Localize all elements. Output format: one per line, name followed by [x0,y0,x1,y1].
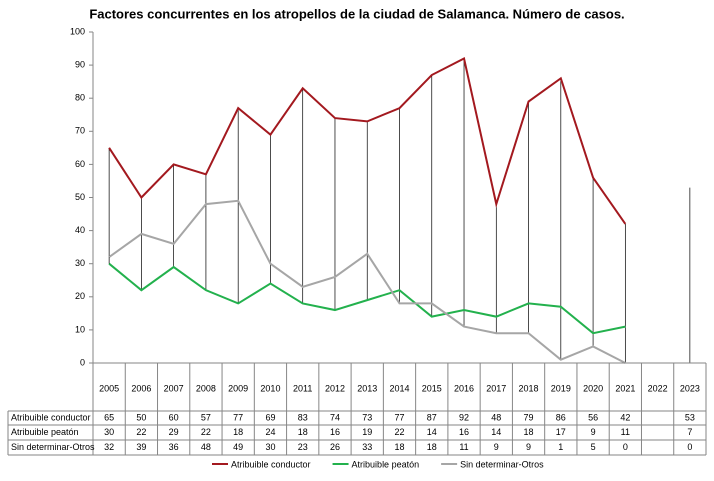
x-tick-label: 2017 [486,383,506,393]
legend-label: Atribuible conductor [231,459,311,469]
y-tick-label: 90 [75,59,85,69]
y-tick-label: 50 [75,192,85,202]
table-value: 73 [362,412,372,422]
table-value: 49 [233,442,243,452]
table-value: 9 [494,442,499,452]
table-value: 17 [556,427,566,437]
table-value: 18 [394,442,404,452]
table-value: 18 [298,427,308,437]
table-value: 33 [362,442,372,452]
table-value: 26 [330,442,340,452]
table-value: 14 [427,427,437,437]
table-value: 18 [233,427,243,437]
x-tick-label: 2022 [648,383,668,393]
table-value: 1 [558,442,563,452]
legend-label: Sin determinar-Otros [460,459,544,469]
x-tick-label: 2008 [196,383,216,393]
table-value: 69 [265,412,275,422]
table-value: 92 [459,412,469,422]
table-value: 48 [201,442,211,452]
y-tick-label: 40 [75,225,85,235]
table-value: 53 [685,412,695,422]
table-value: 7 [687,427,692,437]
table-value: 36 [169,442,179,452]
table-value: 11 [459,442,468,452]
x-tick-label: 2009 [228,383,248,393]
table-value: 50 [136,412,146,422]
table-value: 18 [524,427,534,437]
table-value: 87 [427,412,437,422]
x-tick-label: 2015 [422,383,442,393]
x-tick-label: 2005 [99,383,119,393]
y-tick-label: 80 [75,93,85,103]
table-value: 9 [591,427,596,437]
table-value: 19 [362,427,372,437]
table-value: 16 [459,427,469,437]
table-value: 29 [169,427,179,437]
table-value: 30 [104,427,114,437]
table-value: 9 [526,442,531,452]
table-value: 57 [201,412,211,422]
chart-title: Factores concurrentes en los atropellos … [89,6,624,21]
table-value: 83 [298,412,308,422]
table-row-label: Sin determinar-Otros [11,442,95,452]
table-value: 11 [621,427,630,437]
table-value: 0 [687,442,692,452]
x-tick-label: 2014 [389,383,409,393]
x-tick-label: 2023 [680,383,700,393]
x-tick-label: 2013 [357,383,377,393]
y-tick-label: 10 [75,324,85,334]
table-value: 77 [394,412,404,422]
legend-label: Atribuible peatón [352,459,420,469]
table-value: 18 [427,442,437,452]
y-tick-label: 0 [80,357,85,367]
table-value: 32 [104,442,114,452]
table-value: 23 [298,442,308,452]
table-value: 79 [524,412,534,422]
x-tick-label: 2021 [615,383,635,393]
table-value: 48 [491,412,501,422]
table-value: 5 [591,442,596,452]
table-row-label: Atribuible peatón [11,427,79,437]
y-tick-label: 30 [75,258,85,268]
y-tick-label: 100 [70,26,85,36]
table-row-label: Atribuible conductor [11,412,91,422]
x-tick-label: 2018 [519,383,539,393]
table-value: 39 [136,442,146,452]
table-value: 22 [136,427,146,437]
table-value: 86 [556,412,566,422]
table-value: 24 [265,427,275,437]
x-tick-label: 2012 [325,383,345,393]
x-tick-label: 2020 [583,383,603,393]
x-tick-label: 2011 [293,383,312,393]
x-tick-label: 2010 [260,383,280,393]
table-value: 74 [330,412,340,422]
table-value: 14 [491,427,501,437]
table-value: 16 [330,427,340,437]
x-tick-label: 2007 [164,383,184,393]
table-value: 22 [394,427,404,437]
y-tick-label: 70 [75,126,85,136]
y-tick-label: 20 [75,291,85,301]
table-value: 65 [104,412,114,422]
table-value: 22 [201,427,211,437]
table-value: 60 [169,412,179,422]
table-value: 56 [588,412,598,422]
table-value: 42 [620,412,630,422]
table-value: 0 [623,442,628,452]
table-value: 77 [233,412,243,422]
table-value: 30 [265,442,275,452]
x-tick-label: 2016 [454,383,474,393]
x-tick-label: 2006 [131,383,151,393]
y-tick-label: 60 [75,159,85,169]
x-tick-label: 2019 [551,383,571,393]
